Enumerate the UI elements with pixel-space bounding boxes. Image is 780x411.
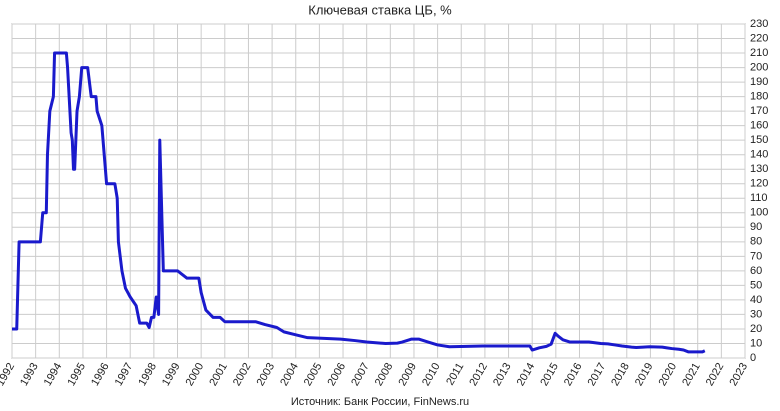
- x-tick-label: 2017: [586, 361, 609, 388]
- y-tick-label: 190: [750, 76, 768, 88]
- y-tick-label: 170: [750, 105, 768, 117]
- y-tick-label: 180: [750, 91, 768, 103]
- y-tick-label: 20: [750, 323, 762, 335]
- rate-line: [12, 51, 706, 354]
- x-tick-label: 2007: [349, 361, 372, 388]
- x-tick-label: 2023: [727, 361, 750, 388]
- x-tick-label: 1996: [89, 361, 112, 388]
- x-tick-label: 2009: [396, 361, 419, 388]
- y-tick-label: 30: [750, 308, 762, 320]
- y-tick-label: 160: [750, 120, 768, 132]
- x-tick-label: 2001: [207, 361, 230, 388]
- y-tick-label: 100: [750, 207, 768, 219]
- y-tick-label: 110: [750, 192, 768, 204]
- x-tick-label: 1995: [65, 361, 88, 388]
- y-tick-label: 90: [750, 221, 762, 233]
- y-tick-label: 230: [750, 18, 768, 30]
- source-note: Источник: Банк России, FinNews.ru: [291, 396, 469, 408]
- y-tick-label: 150: [750, 134, 768, 146]
- y-tick-label: 130: [750, 163, 768, 175]
- x-tick-label: 2021: [680, 361, 703, 388]
- x-tick-label: 2016: [562, 361, 585, 388]
- x-tick-label: 2005: [302, 361, 325, 388]
- y-tick-label: 40: [750, 294, 762, 306]
- x-tick-label: 2004: [278, 361, 301, 388]
- x-tick-label: 1999: [160, 361, 183, 388]
- x-tick-label: 1997: [113, 361, 136, 388]
- x-tick-label: 2019: [633, 361, 656, 388]
- y-tick-label: 120: [750, 178, 768, 190]
- y-tick-label: 60: [750, 265, 762, 277]
- x-tick-label: 2018: [609, 361, 632, 388]
- x-tick-label: 2020: [657, 361, 680, 388]
- x-tick-label: 1998: [136, 361, 159, 388]
- x-tick-label: 2011: [444, 361, 466, 387]
- y-tick-label: 70: [750, 250, 762, 262]
- x-tick-label: 2015: [538, 361, 561, 388]
- x-tick-label: 2003: [255, 361, 278, 388]
- x-tick-label: 2008: [373, 361, 396, 388]
- x-tick-label: 1992: [0, 361, 17, 388]
- x-tick-label: 2014: [515, 361, 538, 388]
- x-tick-label: 2013: [491, 361, 514, 388]
- x-tick-label: 1994: [42, 361, 65, 388]
- x-tick-label: 2006: [326, 361, 349, 388]
- x-tick-label: 2012: [467, 361, 490, 388]
- y-tick-label: 210: [750, 47, 768, 59]
- y-tick-label: 140: [750, 149, 768, 161]
- y-tick-label: 0: [750, 352, 756, 364]
- y-tick-label: 10: [750, 337, 762, 349]
- x-tick-label: 2000: [184, 361, 207, 388]
- y-tick-label: 50: [750, 279, 762, 291]
- y-tick-label: 220: [750, 32, 768, 44]
- x-tick-label: 2022: [704, 361, 727, 388]
- x-tick-label: 1993: [18, 361, 41, 388]
- y-tick-label: 80: [750, 236, 762, 248]
- x-tick-label: 2010: [420, 361, 443, 388]
- x-tick-label: 2002: [231, 361, 254, 388]
- chart-title: Ключевая ставка ЦБ, %: [308, 2, 452, 17]
- plot-frame: [11, 23, 746, 359]
- y-tick-label: 200: [750, 61, 768, 73]
